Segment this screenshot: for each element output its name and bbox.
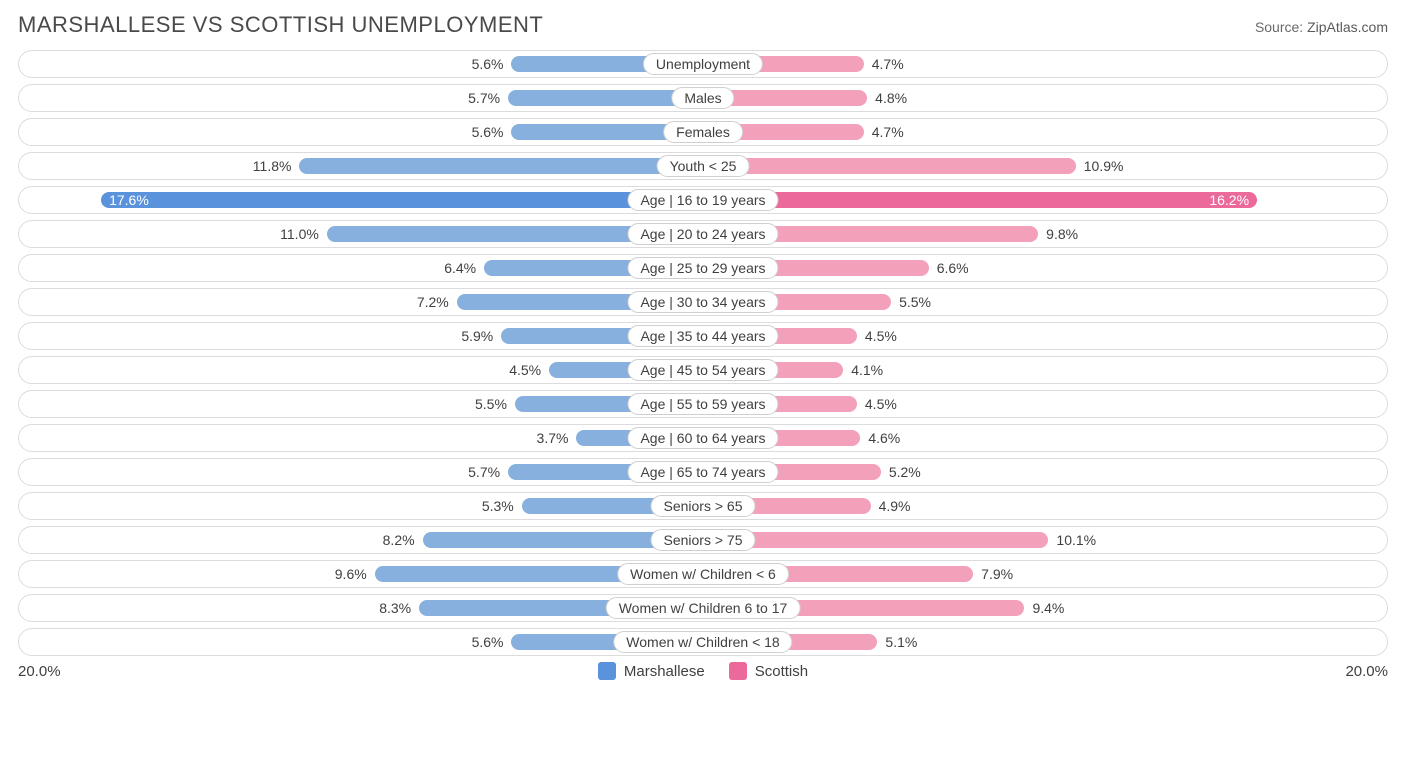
chart-row: 5.6% 4.7% Females [18,118,1388,146]
source-name: ZipAtlas.com [1307,19,1388,35]
right-value: 10.1% [1056,532,1096,548]
category-label: Age | 25 to 29 years [627,257,778,279]
category-label: Women w/ Children 6 to 17 [606,597,801,619]
left-value: 5.7% [468,464,500,480]
left-value: 5.5% [475,396,507,412]
chart-row: 5.7% 5.2% Age | 65 to 74 years [18,458,1388,486]
chart-row: 5.5% 4.5% Age | 55 to 59 years [18,390,1388,418]
right-value: 5.1% [885,634,917,650]
category-label: Age | 60 to 64 years [627,427,778,449]
right-value: 9.4% [1032,600,1064,616]
category-label: Seniors > 75 [651,529,756,551]
left-value: 11.8% [253,158,292,174]
left-value: 3.7% [537,430,569,446]
right-bar: 16.2% [703,192,1257,208]
chart-row: 5.6% 4.7% Unemployment [18,50,1388,78]
axis-left-max: 20.0% [18,663,61,680]
right-value: 4.5% [865,328,897,344]
chart-title: MARSHALLESE VS SCOTTISH UNEMPLOYMENT [18,12,543,38]
legend-label-left: Marshallese [624,663,705,680]
category-label: Age | 30 to 34 years [627,291,778,313]
category-label: Age | 35 to 44 years [627,325,778,347]
right-value: 4.5% [865,396,897,412]
source: Source: ZipAtlas.com [1255,19,1388,35]
left-bar: 17.6% [101,192,703,208]
category-label: Age | 16 to 19 years [627,189,778,211]
legend-item-right: Scottish [729,662,808,680]
left-bar [299,158,703,174]
left-value: 8.2% [383,532,415,548]
left-value: 17.6% [109,192,149,208]
category-label: Females [663,121,743,143]
category-label: Women w/ Children < 18 [613,631,792,653]
left-value: 8.3% [379,600,411,616]
right-value: 10.9% [1084,158,1124,174]
left-value: 5.6% [472,634,504,650]
category-label: Males [671,87,734,109]
chart-row: 9.6% 7.9% Women w/ Children < 6 [18,560,1388,588]
category-label: Age | 20 to 24 years [627,223,778,245]
chart-row: 5.9% 4.5% Age | 35 to 44 years [18,322,1388,350]
left-value: 9.6% [335,566,367,582]
left-value: 6.4% [444,260,476,276]
source-label: Source: [1255,19,1307,35]
chart-row: 8.3% 9.4% Women w/ Children 6 to 17 [18,594,1388,622]
chart-row: 5.3% 4.9% Seniors > 65 [18,492,1388,520]
right-value: 7.9% [981,566,1013,582]
left-value: 5.6% [472,56,504,72]
legend-label-right: Scottish [755,663,808,680]
legend-swatch-right [729,662,747,680]
right-value: 4.1% [851,362,883,378]
right-value: 5.2% [889,464,921,480]
right-value: 4.6% [868,430,900,446]
category-label: Women w/ Children < 6 [617,563,789,585]
axis-right-max: 20.0% [1345,663,1388,680]
left-value: 5.3% [482,498,514,514]
diverging-bar-chart: 5.6% 4.7% Unemployment 5.7% 4.8% Males 5.6% 4.7… [18,50,1388,656]
chart-row: 8.2% 10.1% Seniors > 75 [18,526,1388,554]
right-value: 5.5% [899,294,931,310]
chart-row: 5.6% 5.1% Women w/ Children < 18 [18,628,1388,656]
right-value: 4.7% [872,124,904,140]
legend: Marshallese Scottish [598,662,808,680]
right-value: 9.8% [1046,226,1078,242]
right-value: 16.2% [1209,192,1249,208]
category-label: Age | 55 to 59 years [627,393,778,415]
category-label: Unemployment [643,53,763,75]
category-label: Seniors > 65 [651,495,756,517]
left-value: 4.5% [509,362,541,378]
left-value: 5.7% [468,90,500,106]
right-bar [703,158,1076,174]
left-value: 5.6% [472,124,504,140]
legend-item-left: Marshallese [598,662,705,680]
category-label: Youth < 25 [657,155,750,177]
left-value: 7.2% [417,294,449,310]
right-value: 6.6% [937,260,969,276]
chart-row: 11.8% 10.9% Youth < 25 [18,152,1388,180]
chart-row: 17.6% 16.2% Age | 16 to 19 years [18,186,1388,214]
right-value: 4.9% [879,498,911,514]
left-value: 5.9% [461,328,493,344]
chart-row: 7.2% 5.5% Age | 30 to 34 years [18,288,1388,316]
category-label: Age | 65 to 74 years [627,461,778,483]
legend-swatch-left [598,662,616,680]
right-value: 4.7% [872,56,904,72]
chart-row: 11.0% 9.8% Age | 20 to 24 years [18,220,1388,248]
category-label: Age | 45 to 54 years [627,359,778,381]
left-value: 11.0% [280,226,319,242]
chart-row: 3.7% 4.6% Age | 60 to 64 years [18,424,1388,452]
right-value: 4.8% [875,90,907,106]
chart-row: 6.4% 6.6% Age | 25 to 29 years [18,254,1388,282]
chart-row: 5.7% 4.8% Males [18,84,1388,112]
chart-row: 4.5% 4.1% Age | 45 to 54 years [18,356,1388,384]
